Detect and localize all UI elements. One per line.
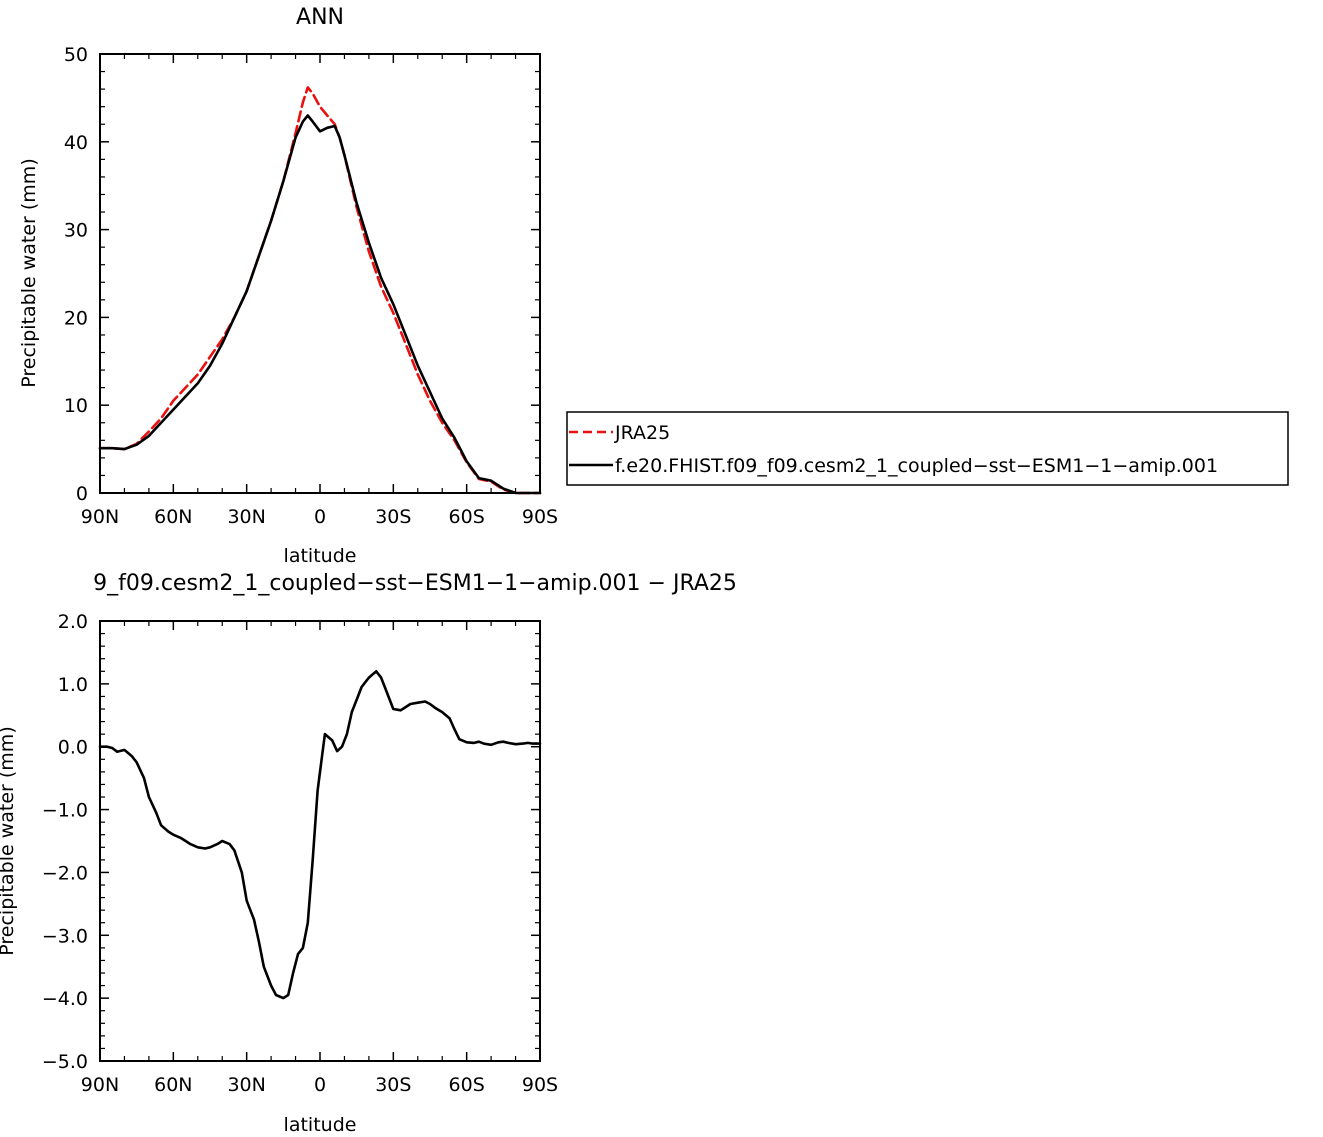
x-tick-label: 0 (314, 506, 326, 528)
y-tick-label: −3.0 (42, 925, 88, 947)
top-chart-ticks: 90N 60N 30N 0 30S 60S 90S 0 10 20 30 40 50 (64, 44, 558, 528)
bottom-ylabel-mask-bottom (0, 976, 22, 1096)
bottom-ylabel-mask-top (0, 621, 22, 716)
legend-label-jra25: JRA25 (614, 422, 670, 444)
top-chart-title: ANN (296, 5, 344, 30)
y-tick-label: 0 (76, 483, 88, 505)
bottom-y-axis-label: Precipitable water (mm) (0, 726, 18, 955)
y-tick-label: 1.0 (58, 674, 88, 696)
y-tick-label: 10 (64, 395, 88, 417)
top-x-axis-label: latitude (284, 545, 357, 567)
x-tick-label: 60N (154, 506, 192, 528)
x-tick-label: 90S (522, 1074, 558, 1096)
bottom-chart-ticks: 90N 60N 30N 0 30S 60S 90S 2.0 1.0 0.0 −1.0 −2.0 −3.0… (42, 611, 558, 1096)
y-tick-label: −4.0 (42, 988, 88, 1010)
top-series-line-1 (98, 86, 542, 495)
bottom-chart-frame (99, 620, 541, 1062)
bottom-chart-series (98, 670, 542, 1000)
x-tick-label: 30N (227, 506, 265, 528)
x-tick-label: 60S (449, 1074, 485, 1096)
y-tick-label: 2.0 (58, 611, 88, 633)
x-tick-label: 90S (522, 506, 558, 528)
y-tick-label: −5.0 (42, 1051, 88, 1073)
x-tick-label: 60S (449, 506, 485, 528)
x-tick-label: 90N (81, 506, 119, 528)
y-tick-label: 0.0 (58, 737, 88, 759)
y-tick-label: −1.0 (42, 800, 88, 822)
top-chart-series (98, 86, 542, 495)
bottom-chart-title: 9_f09.cesm2_1_coupled−sst−ESM1−1−amip.00… (93, 571, 737, 596)
top-y-axis-label: Precipitable water (mm) (18, 158, 40, 387)
x-tick-label: 30S (375, 506, 411, 528)
bottom-x-axis-label: latitude (284, 1114, 357, 1136)
y-tick-label: 50 (64, 44, 88, 66)
top-chart-frame (99, 53, 541, 494)
legend-label-model: f.e20.FHIST.f09_f09.cesm2_1_coupled−sst−… (615, 455, 1218, 477)
legend-box (566, 411, 1289, 486)
y-tick-label: 20 (64, 307, 88, 329)
y-tick-label: 30 (64, 220, 88, 242)
bottom-series-line-1 (98, 670, 542, 1000)
y-tick-label: 40 (64, 132, 88, 154)
x-tick-label: 60N (154, 1074, 192, 1096)
x-tick-label: 30N (227, 1074, 265, 1096)
x-tick-label: 90N (81, 1074, 119, 1096)
legend: JRA25 f.e20.FHIST.f09_f09.cesm2_1_couple… (566, 411, 1289, 486)
x-tick-label: 0 (314, 1074, 326, 1096)
top-series-line-2 (98, 114, 542, 495)
x-tick-label: 30S (375, 1074, 411, 1096)
y-tick-label: −2.0 (42, 862, 88, 884)
